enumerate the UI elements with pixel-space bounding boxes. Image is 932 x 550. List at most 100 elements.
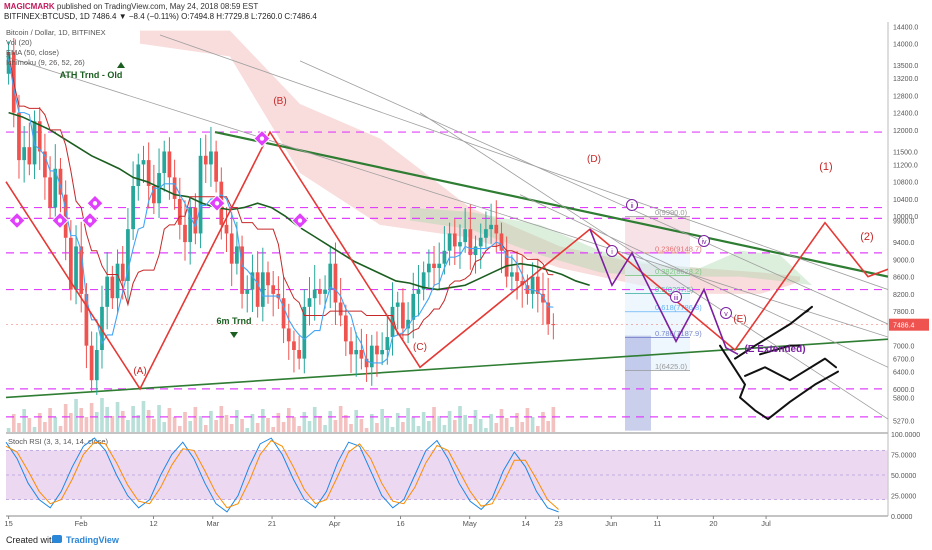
wave-label-3: (D) <box>587 154 601 165</box>
diamond-marker-icon <box>253 129 271 148</box>
price-tick-label: 6000.0 <box>893 387 915 394</box>
candle-body <box>530 276 535 294</box>
wave-label-1: (B) <box>273 96 286 107</box>
volume-bar <box>11 414 16 432</box>
candle-body <box>504 250 509 277</box>
volume-bar <box>323 425 327 432</box>
candle-body <box>432 263 436 268</box>
stoch-tick-label: 25.0000 <box>891 494 916 501</box>
legend-ema[interactable]: EMA (50, close) <box>6 48 59 57</box>
arrowhead-icon <box>800 306 812 316</box>
chart-svg[interactable]: 0(9990.0) 0.236(9148.7) 0.382(8628.2) 0.5(8… <box>0 0 932 528</box>
candle-body <box>307 298 312 307</box>
time-tick-label: May <box>463 519 477 528</box>
tradingview-logo-icon[interactable] <box>52 535 62 543</box>
candle-body <box>255 272 260 307</box>
volume-bar <box>69 413 73 432</box>
candle-body <box>364 358 369 368</box>
time-tick-label: 21 <box>268 519 276 528</box>
legend-title: Bitcoin / Dollar, 1D, BITFINEX <box>6 28 106 37</box>
candle-body <box>489 224 493 230</box>
volume-bar <box>203 425 208 432</box>
horizontal-levels <box>6 131 888 418</box>
volume-bar <box>535 426 540 432</box>
candle-body <box>53 168 58 208</box>
candle-body <box>126 229 130 281</box>
candle-body <box>354 350 359 355</box>
volume-bar <box>447 411 452 432</box>
legend-vol[interactable]: Vol (20) <box>6 38 32 47</box>
candle-body <box>6 52 11 74</box>
stoch-tick-label: 100.0000 <box>891 432 920 439</box>
volume-bar <box>525 408 530 432</box>
trendline <box>5 56 888 338</box>
volume-bar <box>541 412 545 432</box>
candle-body <box>426 263 431 273</box>
volume-bar <box>152 419 156 432</box>
candle-body <box>43 151 47 178</box>
volume-bar <box>58 426 63 432</box>
volume-bar <box>209 411 213 432</box>
volume-bar <box>43 422 47 432</box>
subwave-circle <box>698 235 710 247</box>
volume-bar <box>63 404 68 432</box>
tradingview-link[interactable]: TradingView <box>66 535 119 545</box>
volume-bar <box>297 426 301 432</box>
candle-body <box>473 246 478 256</box>
volume-bar <box>48 408 52 432</box>
author-name[interactable]: MAGICMARK <box>4 2 55 11</box>
candle-body <box>266 272 270 286</box>
volume-bar <box>515 413 519 432</box>
subwave-circle <box>720 307 732 319</box>
legend-ichimoku[interactable]: Ichimoku (9, 26, 52, 26) <box>6 58 85 67</box>
volume-bar <box>369 414 374 432</box>
volume-bar <box>17 423 21 432</box>
candle-body <box>37 121 42 152</box>
volume-bar <box>318 416 322 432</box>
fib-level-label: 0.382(8628.2) <box>655 267 702 276</box>
candle-body <box>406 319 410 329</box>
volume-bar <box>235 410 239 432</box>
subwave-label-4: v <box>724 311 728 318</box>
candle-body <box>328 263 333 290</box>
time-tick-label: Jun <box>605 519 617 528</box>
time-axis[interactable]: 15 Feb 12 Mar 21 Apr 16 May 14 23 Jun 11 20 Jul <box>4 516 771 528</box>
candle-body <box>468 229 473 256</box>
time-tick-label: 12 <box>149 519 157 528</box>
candle-body <box>375 345 379 355</box>
candle-body <box>79 246 84 294</box>
candle-body <box>94 350 99 381</box>
volume-bar <box>94 412 99 432</box>
candle-body <box>27 147 32 165</box>
volume-bar <box>499 409 504 432</box>
candle-body <box>452 233 457 247</box>
candle-body <box>421 272 426 290</box>
candle-body <box>478 237 483 247</box>
volume-bar <box>520 422 525 432</box>
candle-body <box>401 302 405 329</box>
subwave-circle <box>606 245 618 257</box>
price-tick-label: 5800.0 <box>893 395 915 402</box>
candle-body <box>146 160 151 186</box>
price-tick-label: 10400.0 <box>893 197 918 204</box>
candle-body <box>188 207 193 243</box>
diamond-marker-icon <box>208 194 226 212</box>
candle-body <box>110 276 115 299</box>
stoch-k-line <box>5 437 559 513</box>
fib-level-label: 0.236(9148.7) <box>655 244 702 253</box>
candle-body <box>224 224 229 234</box>
price-tick-label: 11200.0 <box>893 162 918 169</box>
price-tick-label: 8200.0 <box>893 292 915 299</box>
volume-bar <box>276 413 281 432</box>
candle-body <box>17 112 21 161</box>
price-tick-label: 9900.0 <box>893 219 915 226</box>
price-axis[interactable]: 14400.0 14000.0 13500.0 13200.0 12800.0 12400… <box>889 24 929 521</box>
candle-body <box>312 289 317 299</box>
price-tick-label: 10800.0 <box>893 180 918 187</box>
volume-bar <box>261 409 265 432</box>
diamond-center <box>259 136 265 141</box>
candle-body <box>214 151 218 182</box>
candle-body <box>292 341 296 350</box>
price-tick-label: 11500.0 <box>893 149 918 156</box>
candle-body <box>546 302 551 325</box>
